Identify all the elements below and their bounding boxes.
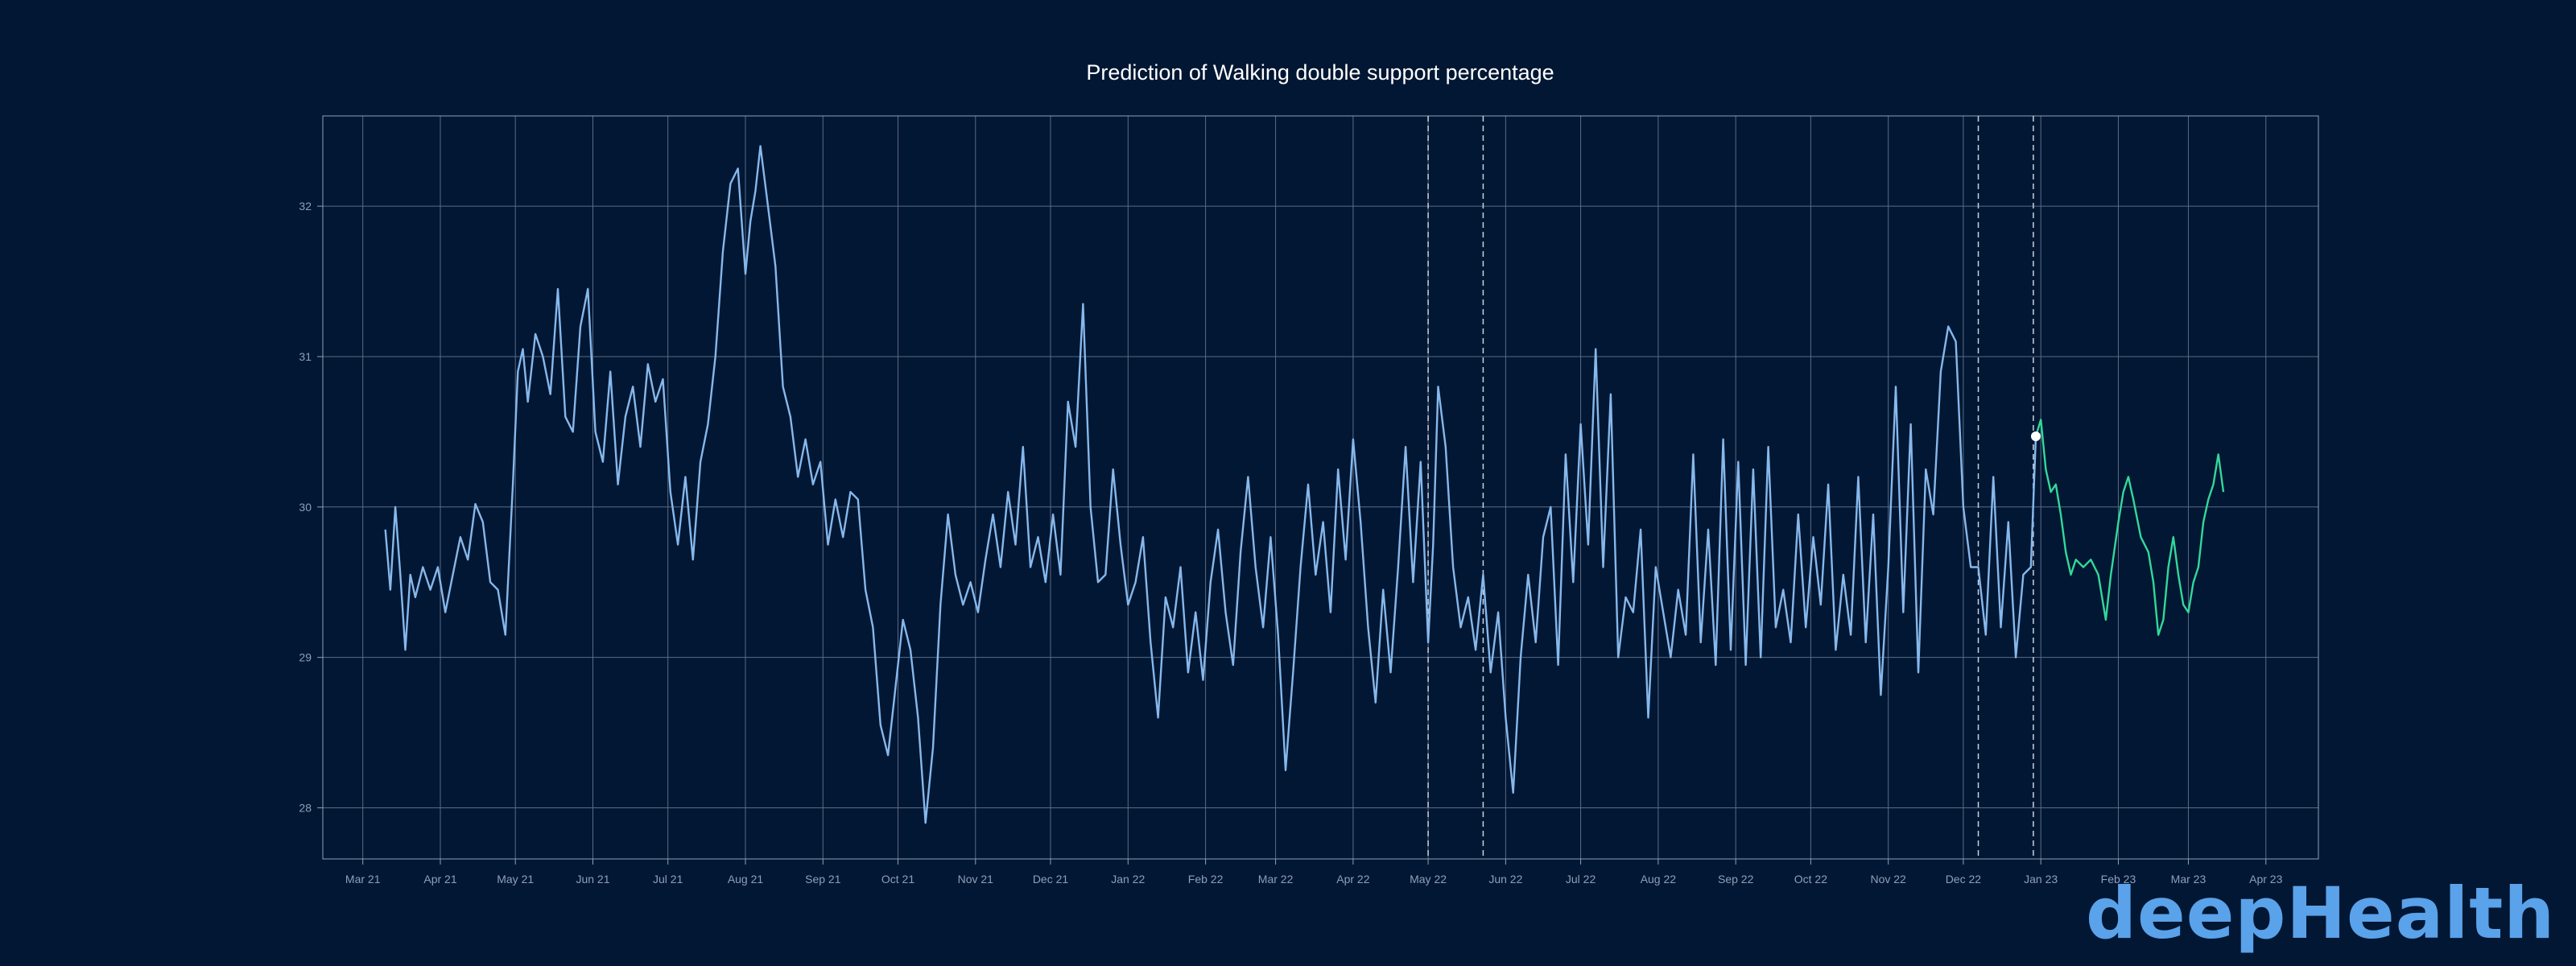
grid-lines [323,116,2318,859]
y-tick-label: 28 [299,801,312,814]
deephealth-logo: deepHealth [2086,872,2555,955]
forecast-series-line [2034,419,2225,636]
x-tick-label: Jul 21 [653,873,683,886]
chart-title: Prediction of Walking double support per… [1086,60,1554,85]
x-tick-label: Jun 22 [1488,873,1522,886]
x-tick-label: Mar 22 [1258,873,1294,886]
y-tick-label: 29 [299,651,312,664]
x-tick-label: Oct 22 [1794,873,1827,886]
x-tick-label: Feb 22 [1188,873,1224,886]
x-tick-label: Sep 21 [805,873,841,886]
x-tick-label: Jul 22 [1566,873,1596,886]
x-tick-label: Dec 21 [1033,873,1069,886]
y-tick-label: 32 [299,200,312,213]
x-tick-label: Oct 21 [881,873,914,886]
series-lines [384,145,2225,824]
x-tick-label: Dec 22 [1946,873,1982,886]
plot-frame [322,115,2319,860]
x-tick-label: Nov 22 [1870,873,1906,886]
y-tick-label: 30 [299,501,312,514]
x-tick-label: Apr 22 [1336,873,1369,886]
change-markers [1427,116,2034,859]
x-tick-label: Jan 23 [2024,873,2058,886]
x-axis: Mar 21 Apr 21 May 21 Jun 21 Jul 21 Aug 21 Sep … [345,859,2283,886]
x-tick-label: Jun 21 [576,873,609,886]
x-tick-label: Mar 23 [2171,873,2207,886]
x-tick-label: May 21 [497,873,534,886]
current-value-marker [2030,431,2041,441]
x-tick-label: May 22 [1410,873,1447,886]
y-tick-label: 31 [299,350,312,363]
x-tick-label: Jan 22 [1111,873,1145,886]
x-tick-label: Apr 21 [423,873,456,886]
x-tick-label: Sep 22 [1718,873,1754,886]
x-tick-label: Nov 21 [958,873,994,886]
x-tick-label: Apr 23 [2249,873,2282,886]
y-axis: 28 29 30 31 32 [299,200,323,814]
history-series-line [384,145,2037,824]
x-tick-label: Aug 21 [728,873,764,886]
x-tick-label: Aug 22 [1641,873,1677,886]
x-tick-label: Feb 23 [2101,873,2136,886]
x-tick-label: Mar 21 [345,873,381,886]
